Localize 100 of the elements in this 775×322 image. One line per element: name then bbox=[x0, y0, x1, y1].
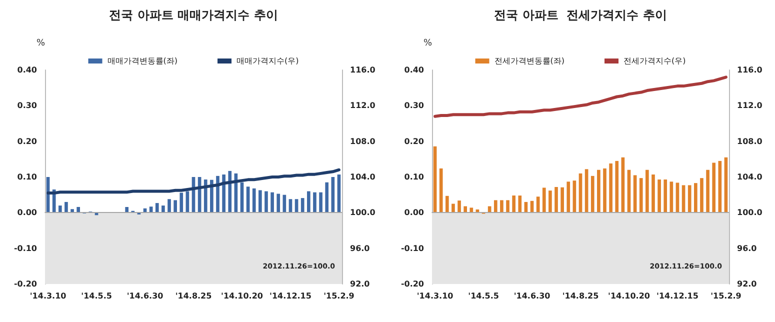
bar bbox=[597, 170, 600, 213]
bar bbox=[518, 196, 522, 213]
legend-label: 전세가격지수(우) bbox=[624, 56, 686, 66]
x-tick-label: '14.3.10 bbox=[416, 292, 454, 300]
line-series bbox=[434, 76, 728, 118]
bar bbox=[64, 202, 68, 213]
bar bbox=[506, 200, 510, 213]
x-tick-label: '14.5.5 bbox=[81, 292, 112, 300]
bar bbox=[306, 191, 310, 213]
y2-tick-label: 116.0 bbox=[737, 66, 763, 74]
y2-tick-label: 100.0 bbox=[350, 208, 376, 218]
bar bbox=[162, 206, 165, 213]
x-tick-label: '14.12.15 bbox=[656, 292, 699, 300]
chart-title: 전국 아파트 매매가격지수 추이 bbox=[109, 8, 278, 22]
y2-tick-label: 92.0 bbox=[737, 280, 758, 288]
bar bbox=[554, 186, 558, 213]
bar bbox=[652, 174, 655, 213]
y-tick-label: 0.00 bbox=[404, 208, 424, 218]
bar bbox=[615, 160, 619, 213]
y2-tick-label: 100.0 bbox=[737, 208, 763, 218]
y-tick-label: -0.20 bbox=[14, 280, 38, 288]
bar bbox=[712, 162, 716, 213]
x-tick-label: '14.10.20 bbox=[608, 292, 650, 300]
legend-label: 매매가격지수(우) bbox=[236, 56, 299, 66]
chart-title: 전국 아파트 전세가격지수 추이 bbox=[494, 8, 667, 22]
y2-tick-label: 116.0 bbox=[350, 66, 376, 74]
y-tick-label: -0.10 bbox=[14, 244, 38, 253]
bar bbox=[706, 170, 710, 213]
bar bbox=[512, 196, 516, 213]
y-tick-label: 0.20 bbox=[17, 136, 38, 146]
bar bbox=[445, 196, 449, 213]
bar bbox=[590, 176, 594, 213]
legend-label: 전세가격변동률(좌) bbox=[494, 56, 565, 66]
bar bbox=[180, 192, 184, 213]
y-tick-label: 0.00 bbox=[17, 208, 38, 218]
y-tick-label: -0.20 bbox=[400, 280, 424, 288]
bar bbox=[319, 192, 322, 213]
bar bbox=[76, 206, 80, 213]
x-tick-label: '14.5.5 bbox=[468, 292, 500, 300]
x-tick-label: '14.8.25 bbox=[175, 292, 212, 300]
bar bbox=[331, 177, 335, 213]
bar bbox=[694, 183, 698, 213]
y2-tick-label: 96.0 bbox=[737, 244, 758, 253]
x-tick-label: '15.2.9 bbox=[710, 292, 742, 300]
y2-tick-label: 96.0 bbox=[350, 244, 370, 253]
bar bbox=[458, 200, 461, 213]
y-tick-label: 0.10 bbox=[404, 172, 424, 182]
bar bbox=[494, 200, 498, 213]
bar bbox=[688, 185, 692, 213]
bar bbox=[125, 206, 128, 213]
y-tick-label: 0.10 bbox=[17, 172, 38, 182]
bar bbox=[300, 198, 304, 213]
bar bbox=[548, 190, 552, 213]
bar bbox=[464, 206, 468, 213]
y2-tick-label: 112.0 bbox=[737, 101, 763, 110]
bar bbox=[566, 182, 570, 213]
bar bbox=[439, 168, 443, 213]
bar bbox=[258, 190, 262, 213]
y2-tick-label: 104.0 bbox=[350, 172, 376, 182]
bar bbox=[664, 179, 668, 213]
x-tick-label: '14.3.10 bbox=[30, 292, 67, 300]
bar bbox=[270, 192, 274, 213]
x-tick-label: '14.6.30 bbox=[126, 292, 164, 300]
y-axis-title: % bbox=[423, 38, 432, 48]
y2-tick-label: 92.0 bbox=[350, 280, 370, 288]
y2-tick-label: 112.0 bbox=[350, 101, 376, 110]
y-tick-label: 0.20 bbox=[404, 136, 424, 146]
bar bbox=[252, 188, 256, 213]
y2-tick-label: 104.0 bbox=[737, 172, 763, 182]
y2-tick-label: 108.0 bbox=[737, 136, 763, 146]
x-tick-label: '14.12.15 bbox=[270, 292, 312, 300]
bar bbox=[452, 204, 455, 213]
bar bbox=[174, 200, 177, 213]
y-tick-label: 0.40 bbox=[17, 66, 38, 74]
bar bbox=[168, 199, 171, 213]
bar bbox=[58, 206, 62, 213]
x-tick-label: '14.6.30 bbox=[514, 292, 551, 300]
y-tick-label: -0.10 bbox=[400, 244, 424, 253]
line-series bbox=[46, 168, 340, 195]
bar bbox=[718, 160, 722, 213]
bar bbox=[603, 168, 606, 213]
bar bbox=[658, 179, 661, 213]
bar bbox=[325, 182, 329, 213]
bar bbox=[313, 192, 316, 213]
bar bbox=[646, 170, 649, 213]
bar bbox=[700, 178, 704, 213]
x-tick-label: '14.10.20 bbox=[221, 292, 264, 300]
y-tick-label: 0.30 bbox=[404, 101, 424, 110]
bar bbox=[276, 194, 280, 213]
y2-tick-label: 108.0 bbox=[350, 136, 376, 146]
y-axis-title: % bbox=[36, 38, 46, 48]
bar bbox=[560, 187, 564, 213]
x-tick-label: '15.2.9 bbox=[324, 292, 355, 300]
bar bbox=[155, 203, 159, 213]
bar bbox=[542, 188, 546, 213]
bar bbox=[500, 200, 504, 213]
x-tick-label: '14.8.25 bbox=[562, 292, 600, 300]
bar bbox=[228, 170, 232, 213]
legend-label: 매매가격변동률(좌) bbox=[107, 56, 178, 66]
y-tick-label: 0.30 bbox=[17, 101, 38, 110]
